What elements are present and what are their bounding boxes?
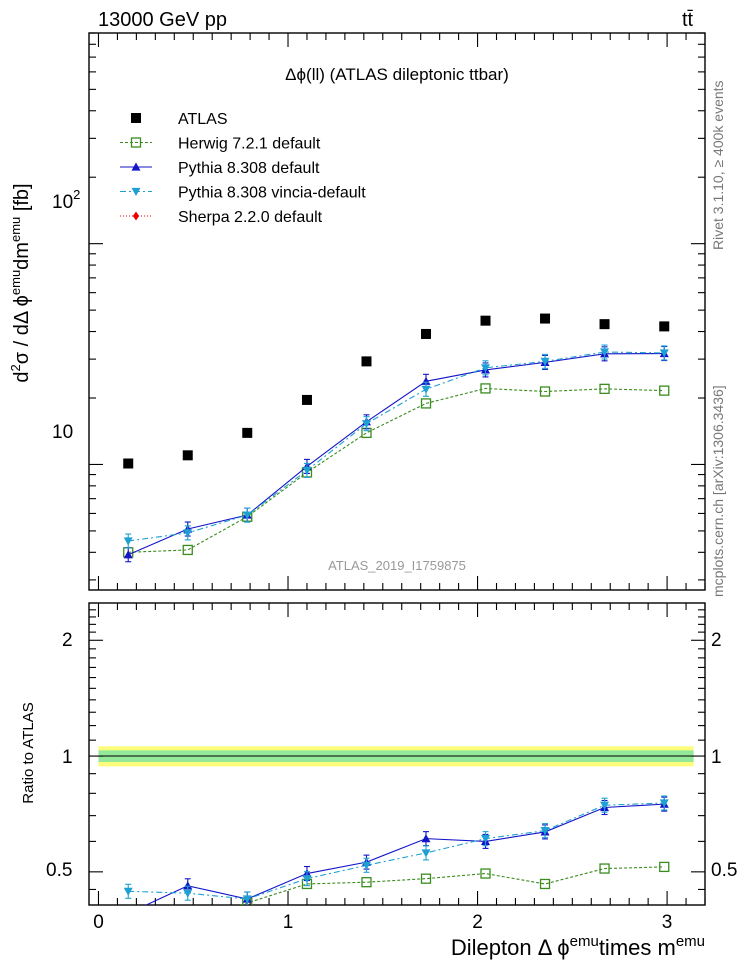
pythia-8-308-vincia-default-point	[481, 364, 491, 373]
herwig-7-2-1-default-point	[124, 907, 133, 916]
xtick-label: 1	[283, 912, 294, 933]
pythia-8-308-default-line	[144, 803, 665, 905]
pythia-8-308-vincia-default-point	[302, 875, 312, 884]
legend-pythia-8-308-default-label: Pythia 8.308 default	[178, 160, 320, 177]
atlas-point	[599, 319, 610, 330]
main-axis-ticks	[89, 32, 706, 590]
square-filled-icon	[131, 113, 141, 123]
atlas-point	[420, 328, 431, 339]
pythia-8-308-default-point	[124, 909, 133, 917]
xtick-labels: 0 1 2 3	[93, 912, 672, 933]
pythia-8-308-vincia-default-point	[183, 529, 193, 538]
ratio-ytick-label-right-2: 2	[711, 630, 722, 651]
main-ytick-100-base: 10	[52, 192, 73, 213]
pythia-8-308-vincia-default-point	[242, 511, 252, 520]
main-ytick-label-10: 10	[52, 422, 73, 443]
atlas-point	[540, 313, 551, 324]
pythia-8-308-default-line	[128, 352, 665, 556]
atlas-point	[659, 321, 670, 332]
square-open-icon	[130, 137, 142, 148]
atlas-point	[361, 356, 372, 367]
legend-herwig-7-2-1-default-label: Herwig 7.2.1 default	[178, 136, 321, 153]
x-axis-label: Dilepton Δ ϕemutimes memu	[451, 933, 705, 960]
atlas-point	[182, 450, 193, 461]
herwig-7-2-1-default-point	[420, 873, 432, 884]
xtick-label: 2	[472, 912, 483, 933]
ratio-uncertainty-bands	[89, 746, 705, 767]
pythia-8-308-default-point	[421, 376, 431, 385]
pythia-8-308-vincia-default-point	[302, 466, 312, 475]
ratio-ytick-label-right-0.5: 0.5	[711, 860, 737, 881]
herwig-7-2-1-default-point	[420, 398, 432, 409]
main-plot-frame	[88, 32, 706, 591]
main-series-group	[123, 313, 670, 563]
diamond-icon	[132, 211, 140, 221]
herwig-7-2-1-default-point	[182, 544, 193, 556]
herwig-7-2-1-default-line	[128, 387, 665, 553]
energy-label: 13000 GeV pp	[98, 9, 227, 31]
xtick-label: 3	[662, 912, 673, 933]
ratio-plot-frame	[88, 602, 706, 906]
pythia-8-308-vincia-default-point	[361, 861, 371, 870]
ratio-ytick-label-left-0.5: 0.5	[46, 860, 72, 881]
pythia-8-308-vincia-default-point	[600, 801, 610, 810]
pythia-8-308-vincia-default-point	[361, 420, 371, 429]
main-ytick-100-exp: 2	[73, 187, 80, 202]
pythia-8-308-vincia-default-point	[183, 889, 193, 898]
legend-sherpa-2-2-0-default-label: Sherpa 2.2.0 default	[178, 209, 323, 226]
pythia-8-308-vincia-default-point	[421, 849, 431, 858]
triangle-down-icon	[131, 187, 141, 196]
herwig-7-2-1-default-point	[539, 386, 551, 397]
herwig-7-2-1-default-point	[361, 877, 372, 888]
triangle-up-icon	[131, 162, 141, 171]
legend-atlas-label: ATLAS	[178, 111, 228, 128]
side-label-bottom: mcplots.cern.ch [arXiv:1306.3436]	[710, 385, 726, 597]
pythia-8-308-vincia-default-point	[600, 348, 610, 357]
pythia-8-308-vincia-default-point	[659, 799, 669, 808]
pythia-8-308-vincia-default-line	[128, 802, 665, 900]
main-ylabel: d2σ / dΔ ϕemudmemu [fb]	[8, 183, 33, 382]
ratio-ytick-label-right-1: 1	[711, 747, 722, 768]
pythia-8-308-default-point	[123, 550, 133, 559]
ratio-ytick-label-left-1: 1	[62, 747, 73, 768]
pythia-8-308-default-point	[183, 881, 193, 890]
ratio-ylabel: Ratio to ATLAS	[20, 702, 37, 803]
herwig-7-2-1-default-point	[599, 863, 610, 874]
side-label-top: Rivet 3.1.10, ≥ 400k events	[710, 80, 726, 250]
pythia-8-308-vincia-default-point	[540, 827, 550, 836]
legend: ATLAS Herwig 7.2.1 default Pythia 8.308 de…	[120, 111, 366, 226]
atlas-point	[123, 458, 134, 469]
process-label: tt̄	[682, 9, 694, 31]
pythia-8-308-vincia-default-line	[128, 351, 665, 542]
pythia-8-308-default-point	[421, 834, 431, 843]
legend-pythia-8-308-vincia-default-label: Pythia 8.308 vincia-default	[178, 185, 366, 202]
analysis-id: ATLAS_2019_I1759875	[328, 558, 466, 573]
pythia-8-308-vincia-default-point	[123, 537, 133, 546]
herwig-7-2-1-default-point	[480, 868, 491, 879]
pythia-8-308-vincia-default-point	[540, 357, 550, 366]
ratio-axis-ticks	[89, 603, 706, 905]
pythia-8-308-vincia-default-point	[242, 895, 252, 904]
xtick-label: 0	[93, 912, 104, 933]
herwig-7-2-1-default-line	[238, 866, 665, 905]
pythia-8-308-vincia-default-point	[481, 835, 491, 844]
ratio-ytick-label-left-2: 2	[62, 630, 73, 651]
main-ytick-label-100: 102	[52, 187, 80, 213]
atlas-point	[480, 315, 491, 326]
herwig-7-2-1-default-point	[480, 383, 491, 394]
pythia-8-308-vincia-default-point	[659, 349, 669, 358]
plot-title: Δϕ(ll) (ATLAS dileptonic ttbar)	[285, 65, 509, 84]
herwig-7-2-1-default-point	[659, 861, 670, 873]
herwig-7-2-1-default-point	[183, 915, 192, 924]
herwig-7-2-1-default-point	[659, 385, 670, 396]
herwig-7-2-1-default-point	[539, 878, 551, 890]
pythia-8-308-vincia-default-point	[123, 887, 133, 896]
herwig-7-2-1-default-point	[599, 383, 610, 395]
pythia-8-308-vincia-default-point	[421, 385, 431, 394]
atlas-point	[242, 427, 253, 438]
atlas-point	[301, 394, 312, 405]
ratio-series-group	[123, 795, 670, 924]
